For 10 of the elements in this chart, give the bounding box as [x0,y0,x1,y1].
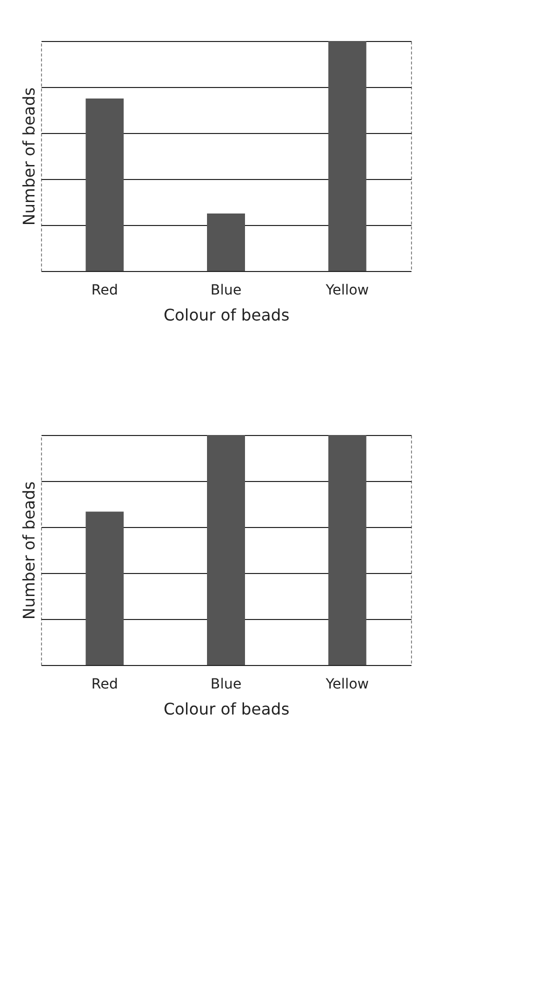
x-tick-label: Blue [210,282,242,298]
x-tick-label: Blue [210,676,242,692]
x-tick-label: Red [91,282,118,298]
x-axis-title: Colour of beads [164,700,290,718]
x-axis-title: Colour of beads [164,306,290,324]
y-axis-title: Number of beads [20,481,38,620]
y-axis-title: Number of beads [20,87,38,226]
x-tick-label: Red [91,676,118,692]
x-tick-label: Yellow [324,676,369,692]
x-tick-label: Yellow [324,282,369,298]
